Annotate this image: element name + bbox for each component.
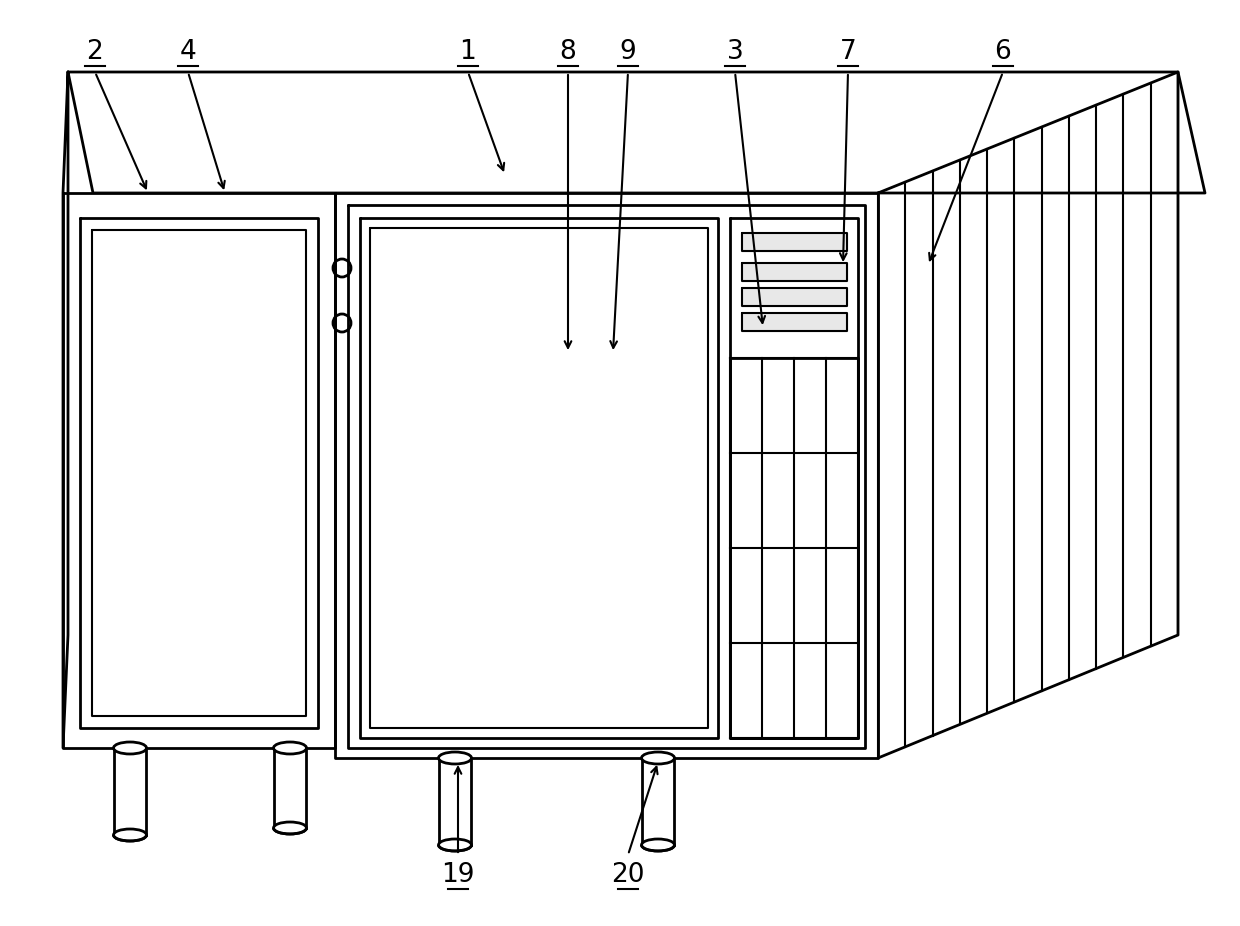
- Polygon shape: [114, 748, 146, 835]
- Polygon shape: [63, 72, 68, 748]
- Polygon shape: [439, 758, 471, 845]
- Ellipse shape: [274, 822, 306, 834]
- Text: 7: 7: [839, 39, 857, 65]
- Text: 8: 8: [559, 39, 577, 65]
- Polygon shape: [68, 72, 1205, 193]
- Polygon shape: [335, 193, 878, 758]
- Polygon shape: [274, 748, 306, 828]
- Text: 9: 9: [620, 39, 636, 65]
- Polygon shape: [63, 193, 335, 748]
- Text: 19: 19: [441, 862, 475, 888]
- Polygon shape: [642, 758, 675, 845]
- Ellipse shape: [641, 752, 675, 764]
- Text: 6: 6: [994, 39, 1012, 65]
- Polygon shape: [878, 72, 1178, 758]
- Polygon shape: [742, 288, 847, 306]
- Polygon shape: [742, 263, 847, 281]
- Ellipse shape: [114, 742, 146, 754]
- Text: 20: 20: [611, 862, 645, 888]
- Polygon shape: [742, 233, 847, 251]
- Ellipse shape: [114, 829, 146, 841]
- Text: 2: 2: [87, 39, 103, 65]
- Ellipse shape: [641, 839, 675, 851]
- Ellipse shape: [274, 742, 306, 754]
- Ellipse shape: [439, 839, 471, 851]
- Text: 3: 3: [727, 39, 743, 65]
- Ellipse shape: [439, 752, 471, 764]
- Text: 1: 1: [460, 39, 476, 65]
- Polygon shape: [742, 313, 847, 331]
- Text: 4: 4: [180, 39, 196, 65]
